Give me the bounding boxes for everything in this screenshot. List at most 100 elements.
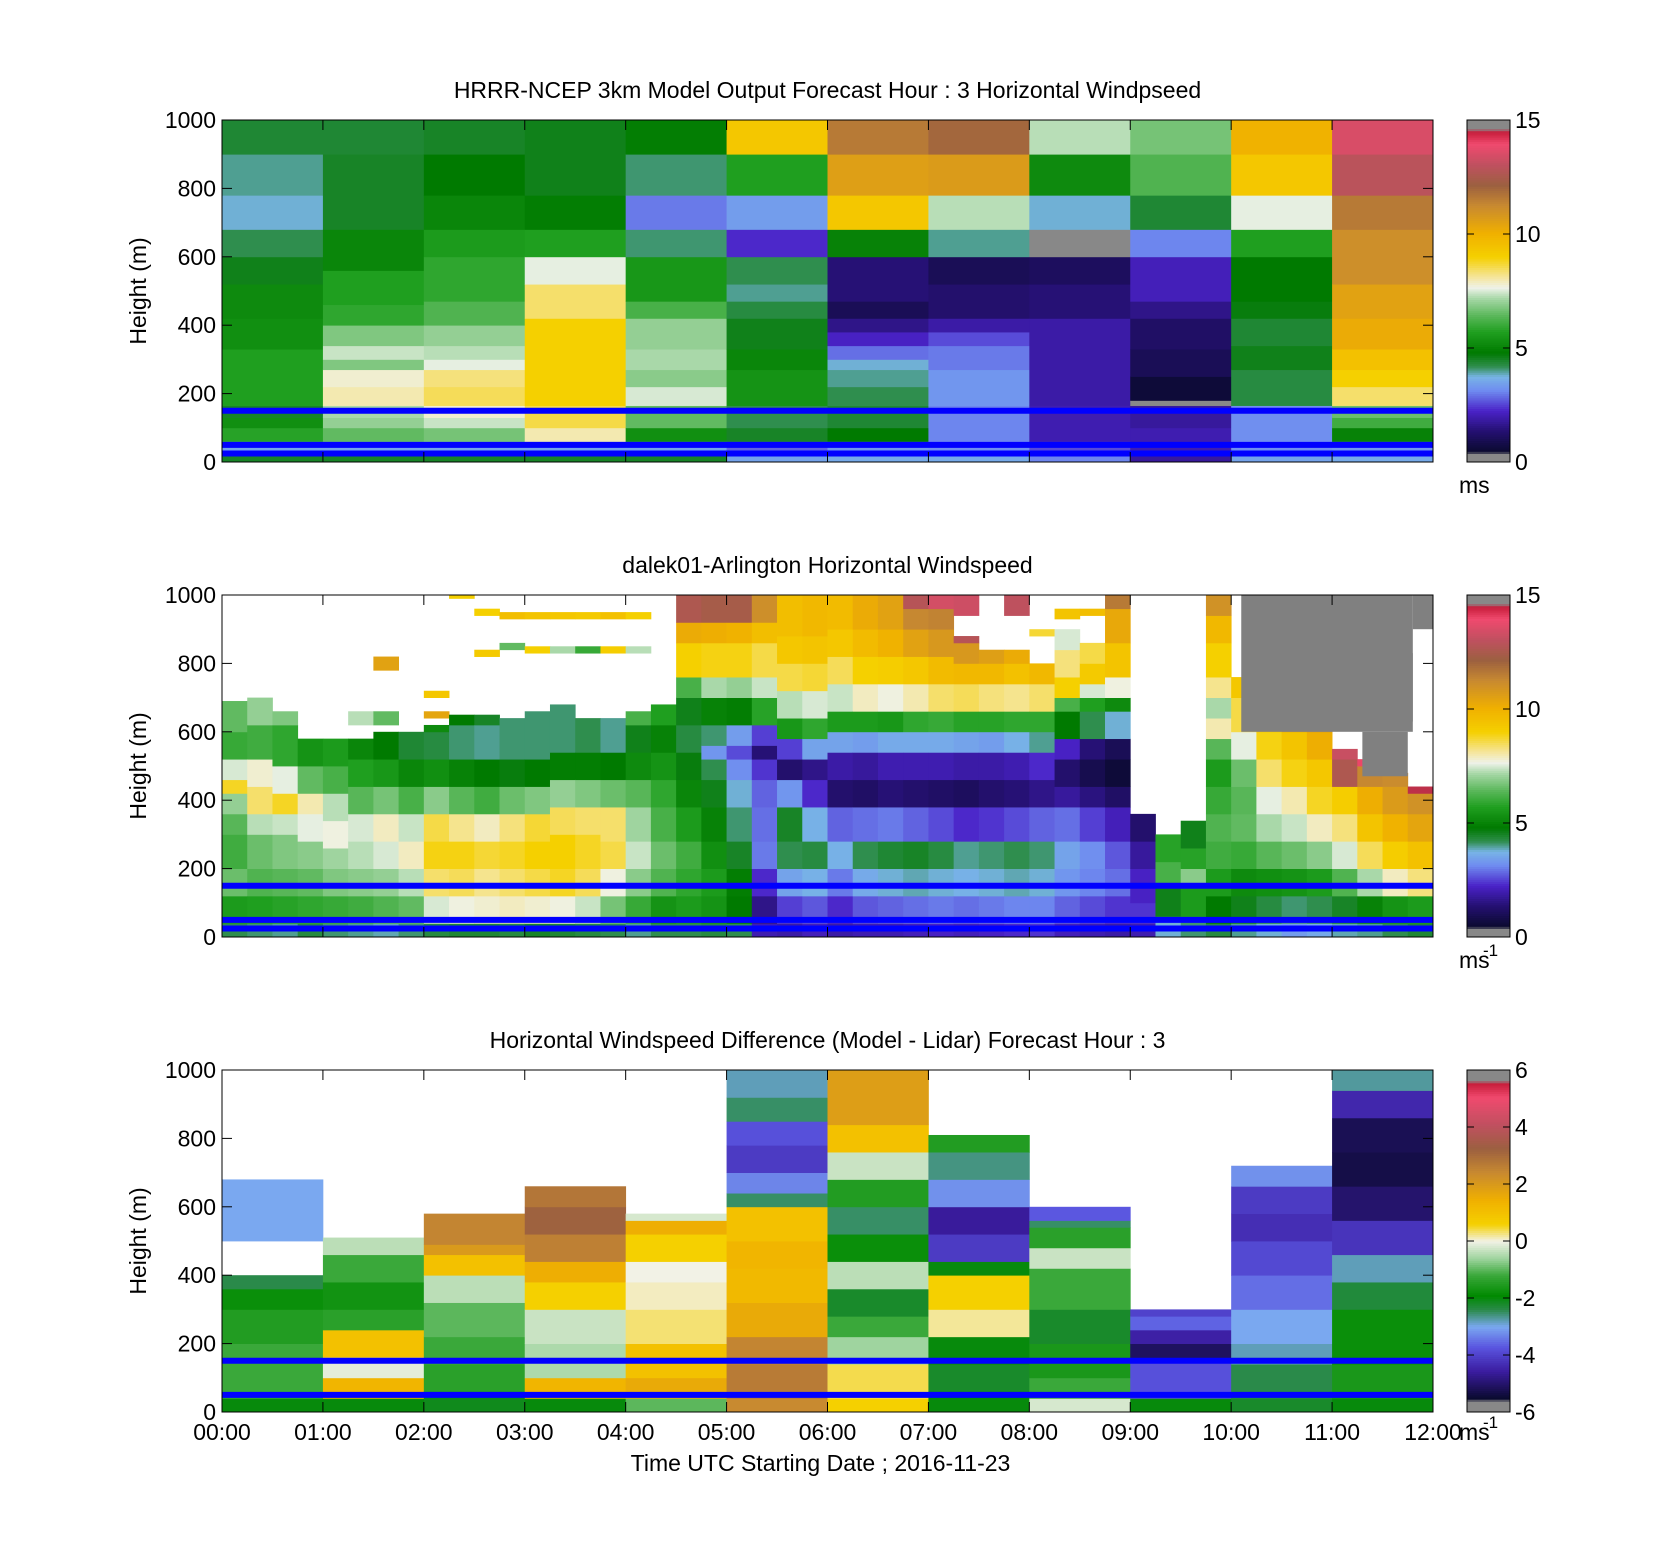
colorbar-segment bbox=[1467, 922, 1510, 925]
colorbar-segment bbox=[1467, 813, 1510, 816]
colorbar-segment bbox=[1467, 1268, 1510, 1272]
x-tick-label: 02:00 bbox=[395, 1419, 453, 1445]
colorbar-segment bbox=[1467, 840, 1510, 844]
colorbar-segment bbox=[1467, 1288, 1510, 1291]
heatmap-cell bbox=[1079, 697, 1106, 712]
colorbar-segment bbox=[1467, 1283, 1510, 1287]
colorbar-segment bbox=[1467, 1375, 1510, 1379]
colorbar-segment bbox=[1467, 342, 1510, 345]
heatmap-cell bbox=[1105, 711, 1131, 740]
colorbar-segment bbox=[1467, 1170, 1510, 1174]
colorbar-segment bbox=[1467, 137, 1510, 140]
colorbar-segment bbox=[1467, 1183, 1510, 1186]
colorbar-segment bbox=[1467, 1099, 1510, 1103]
heatmap-cell bbox=[222, 779, 248, 794]
heatmap-cell bbox=[1079, 807, 1106, 842]
heatmap-cell bbox=[247, 724, 273, 760]
y-axis-label: Height (m) bbox=[125, 712, 151, 819]
colorbar-segment bbox=[1467, 633, 1510, 637]
heatmap-cell bbox=[222, 1398, 324, 1413]
colorbar-segment bbox=[1467, 883, 1510, 887]
heatmap-cell bbox=[701, 622, 727, 644]
colorbar-segment bbox=[1467, 723, 1510, 726]
heatmap-cell bbox=[827, 683, 854, 712]
heatmap-cell bbox=[1130, 427, 1232, 453]
colorbar-segment bbox=[1467, 278, 1510, 281]
colorbar-segment bbox=[1467, 881, 1510, 885]
heatmap-cell bbox=[423, 868, 450, 897]
heatmap-cell bbox=[650, 868, 677, 897]
heatmap-cell bbox=[1256, 759, 1283, 787]
heatmap-cell bbox=[928, 451, 1030, 463]
colorbar-segment bbox=[1467, 154, 1510, 157]
heatmap-cell bbox=[1054, 629, 1081, 651]
heatmap-cell bbox=[272, 766, 299, 794]
heatmap-cell bbox=[322, 359, 425, 371]
heatmap-cell bbox=[575, 752, 601, 781]
heatmap-cell bbox=[625, 711, 652, 726]
heatmap-cell bbox=[272, 868, 299, 897]
heatmap-cell bbox=[928, 595, 955, 610]
heatmap-cell bbox=[726, 1302, 828, 1338]
colorbar-segment bbox=[1467, 419, 1510, 422]
heatmap-cell bbox=[777, 779, 803, 808]
x-tick-label: 03:00 bbox=[496, 1419, 554, 1445]
heatmap-cell bbox=[600, 646, 627, 654]
y-tick-label: 1000 bbox=[165, 1057, 216, 1083]
heatmap-cell bbox=[499, 841, 526, 869]
heatmap-cell bbox=[524, 759, 551, 787]
heatmap-cell bbox=[423, 229, 526, 258]
heatmap-cell bbox=[978, 731, 1005, 753]
heatmap-cell bbox=[953, 779, 980, 808]
colorbar-segment bbox=[1467, 282, 1510, 286]
heatmap-cell bbox=[1332, 1090, 1434, 1119]
colorbar-segment bbox=[1467, 359, 1510, 363]
heatmap-cell bbox=[222, 349, 324, 406]
heatmap-cell bbox=[1231, 154, 1333, 196]
heatmap-cell bbox=[297, 766, 324, 794]
heatmap-cell bbox=[1004, 807, 1030, 842]
colorbar-segment bbox=[1467, 804, 1510, 808]
colorbar-segment bbox=[1467, 1320, 1510, 1323]
colorbar-segment bbox=[1467, 800, 1510, 803]
colorbar-segment bbox=[1467, 663, 1510, 667]
heatmap-cell bbox=[978, 841, 1005, 869]
heatmap-cell bbox=[978, 752, 1005, 781]
colorbar-segment bbox=[1467, 365, 1510, 369]
heatmap-cell bbox=[1205, 718, 1232, 740]
colorbar-segment bbox=[1467, 1206, 1510, 1210]
y-tick-label: 200 bbox=[178, 1331, 216, 1357]
x-tick-label: 09:00 bbox=[1101, 1419, 1159, 1445]
heatmap-cell bbox=[701, 595, 727, 623]
heatmap-cell bbox=[1029, 663, 1055, 685]
heatmap-cell bbox=[1407, 793, 1434, 815]
colorbar-tick-label: 5 bbox=[1515, 335, 1528, 361]
colorbar-segment bbox=[1467, 361, 1510, 365]
colorbar-segment bbox=[1467, 188, 1510, 192]
heatmap-cell bbox=[827, 359, 929, 371]
heatmap-cell bbox=[650, 752, 677, 781]
heatmap-cell bbox=[222, 284, 324, 319]
colorbar-segment bbox=[1467, 1335, 1510, 1338]
heatmap-cell bbox=[524, 229, 627, 258]
heatmap-cell bbox=[1256, 813, 1283, 842]
heatmap-cell bbox=[1180, 868, 1207, 887]
colorbar-segment bbox=[1467, 793, 1510, 797]
heatmap-cell bbox=[322, 270, 425, 306]
heatmap-cell bbox=[222, 1309, 324, 1344]
heatmap-cell bbox=[348, 759, 374, 787]
heatmap-cell bbox=[877, 807, 904, 842]
heatmap-cell bbox=[423, 301, 526, 326]
colorbar-segment bbox=[1467, 1179, 1510, 1182]
colorbar-segment bbox=[1467, 595, 1510, 598]
colorbar-segment bbox=[1467, 132, 1510, 136]
heatmap-cell bbox=[474, 608, 500, 616]
heatmap-cell bbox=[827, 154, 929, 196]
y-tick-label: 0 bbox=[203, 924, 216, 950]
colorbar-segment bbox=[1467, 1102, 1510, 1105]
colorbar-segment bbox=[1467, 1292, 1510, 1295]
colorbar-segment bbox=[1467, 622, 1510, 626]
heatmap-cell bbox=[877, 683, 904, 712]
heatmap-cell bbox=[726, 677, 753, 698]
heatmap-cell bbox=[423, 690, 450, 698]
